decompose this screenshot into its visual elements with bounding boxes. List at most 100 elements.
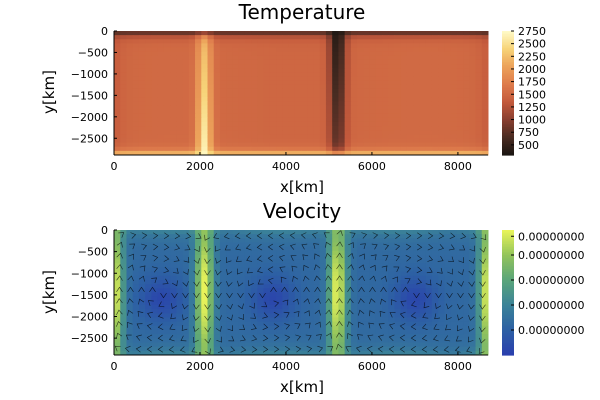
velocity-colorbar-segment [502,344,514,347]
velocity-cell [481,250,489,256]
temperature-cell [357,93,364,98]
temperature-cell [238,126,246,131]
velocity-cell [375,238,383,243]
temperature-colorbar-segment [502,100,514,103]
temperature-cell [163,121,171,127]
velocity-cell [444,238,452,243]
temperature-cell [157,64,165,69]
temperature-cell [344,146,352,152]
temperature-cell [344,117,352,123]
temperature-cell [263,138,271,144]
temperature-cell [294,84,302,90]
temperature-cell [188,88,196,94]
velocity-cell [419,317,427,323]
velocity-cell [145,292,152,298]
velocity-cell [344,305,352,310]
velocity-arrow [336,241,343,247]
velocity-arrow [256,232,263,239]
temperature-cell [394,93,402,98]
velocity-cell [481,234,489,239]
velocity-cell [400,246,408,252]
temperature-cell [469,76,477,82]
velocity-cell [213,300,221,306]
temperature-cell [288,150,296,156]
temperature-cell [282,109,290,115]
velocity-cell [201,271,208,277]
velocity-cell [244,325,252,331]
temperature-cell [120,101,127,106]
temperature-cell [344,126,352,131]
velocity-arrow [194,246,200,252]
velocity-cell [413,259,420,264]
temperature-cell [157,59,165,65]
velocity-cell [157,288,165,293]
temperature-cell [294,72,302,77]
velocity-cell [438,350,445,356]
velocity-arrow [301,243,308,250]
velocity-cell [456,313,464,318]
velocity-cell [444,321,452,327]
velocity-cell [307,321,314,327]
temperature-cell [388,105,395,111]
velocity-cell [226,242,233,248]
velocity-cell [382,271,389,277]
temperature-cell [456,39,464,44]
velocity-cell [114,300,121,306]
temperature-cell [257,117,265,123]
temperature-cell [120,51,127,57]
temperature-cell [438,47,445,53]
temperature-cell [120,134,127,139]
velocity-cell [276,284,283,289]
temperature-cell [332,146,339,152]
temperature-cell [126,64,134,69]
temperature-cell [288,134,296,139]
temperature-cell [244,150,252,156]
temperature-cell [350,88,358,94]
velocity-arrow [239,324,246,331]
velocity-cell [438,271,445,277]
velocity-cell [463,338,470,343]
temperature-cell [294,121,302,127]
temperature-cell [201,134,208,139]
velocity-arrow [480,234,487,241]
temperature-cell [388,121,395,127]
velocity-colorbar-segment [502,333,514,336]
temperature-cell [120,59,127,65]
velocity-cell [201,317,208,323]
temperature-cell [114,88,121,94]
temperature-cell [120,35,127,40]
temperature-cell [431,138,439,144]
velocity-cell [313,317,321,323]
velocity-arrow [273,334,280,342]
temperature-cell [438,134,445,139]
velocity-arrow [359,253,365,260]
velocity-arrow [432,335,439,342]
temperature-cell [251,31,258,36]
temperature-cell [444,35,452,40]
velocity-cell [375,325,383,331]
temperature-cell [276,76,283,82]
velocity-cell [263,234,271,239]
velocity-cell [294,296,302,302]
temperature-cell [201,51,208,57]
velocity-cell [375,342,383,348]
temperature-cell [481,39,489,44]
velocity-cell [369,296,377,302]
velocity-cell [450,300,458,306]
temperature-cell [388,39,395,44]
velocity-cell [263,259,271,264]
temperature-cell [344,113,352,119]
velocity-colorbar-segment [502,258,514,261]
temperature-cell [344,59,352,65]
temperature-colorbar-segment [502,65,514,68]
velocity-cell [450,305,458,310]
temperature-cell [481,117,489,123]
temperature-cell [413,117,420,123]
velocity-cell [394,325,402,331]
velocity-cell [419,292,427,298]
velocity-cell [263,250,271,256]
temperature-cell [307,84,314,90]
temperature-cell [244,121,252,127]
temperature-cell [375,105,383,111]
